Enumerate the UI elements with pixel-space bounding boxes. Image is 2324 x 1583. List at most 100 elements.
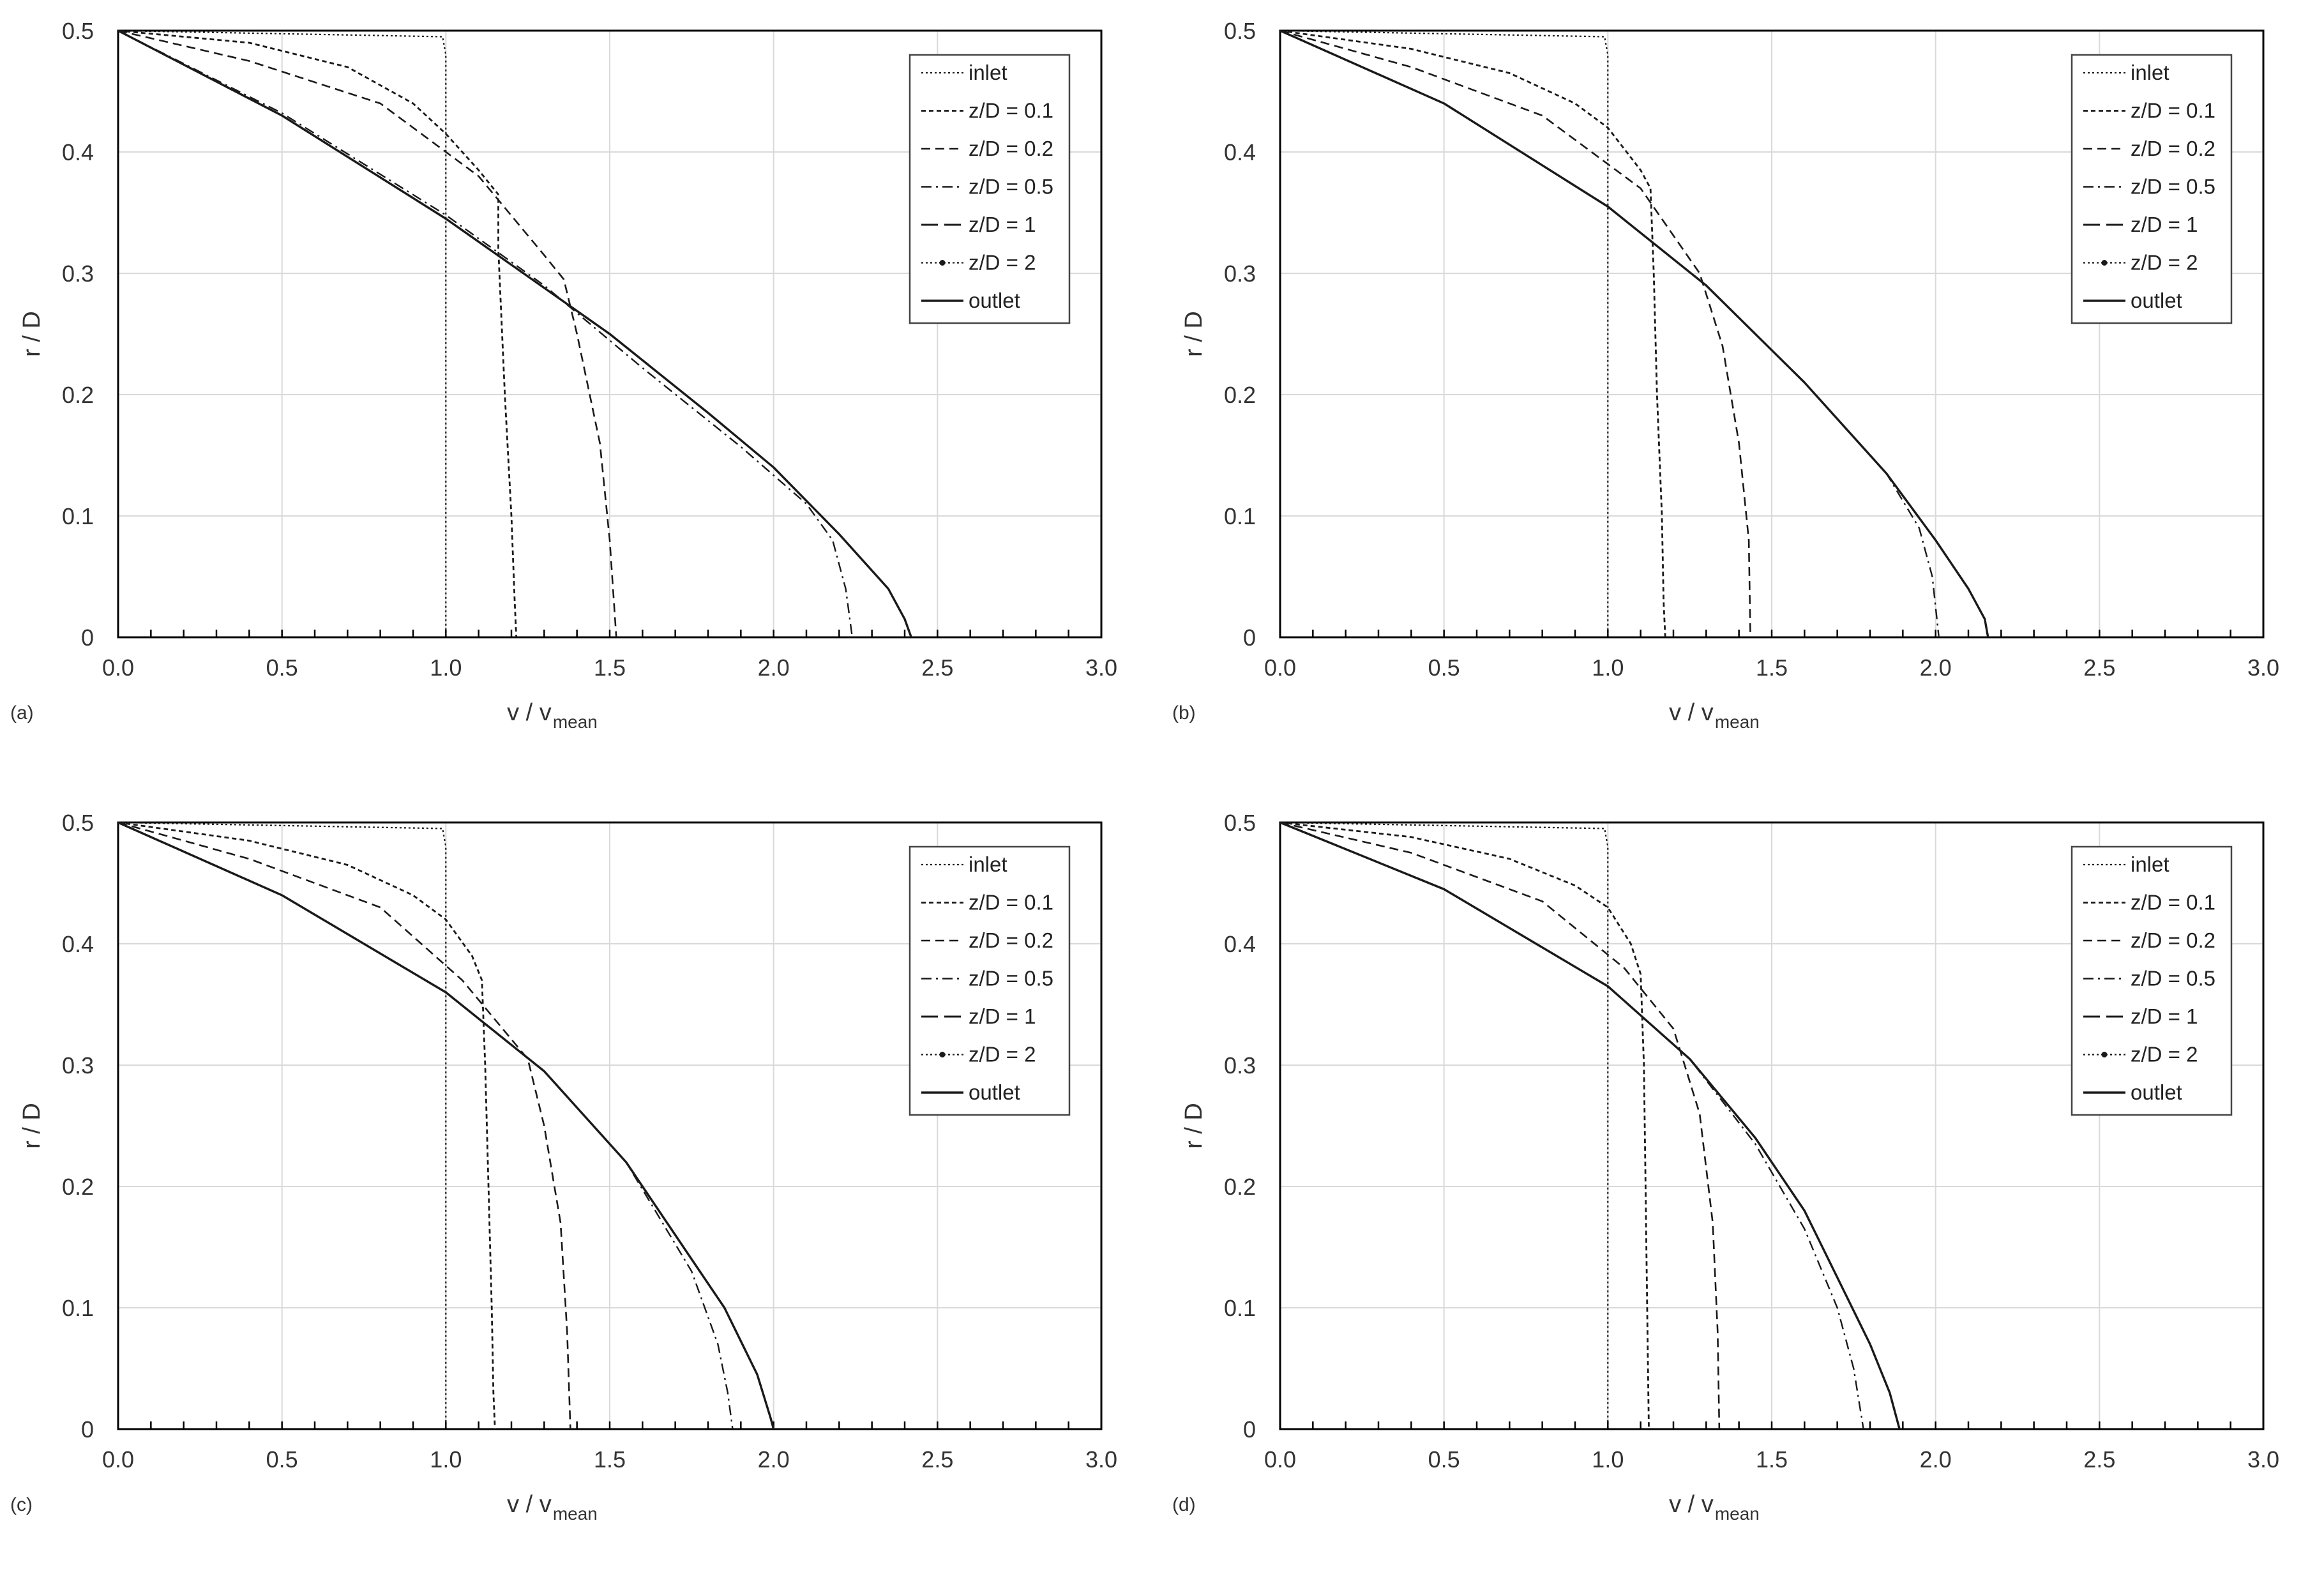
legend-label: z/D = 0.1 [969,99,1053,123]
legend-label: z/D = 0.5 [969,967,1053,990]
legend-label: inlet [969,852,1007,876]
legend-label: z/D = 1 [2131,213,2198,236]
series-line-z-d-0-2 [1280,821,1721,1429]
y-tick-label: 0.2 [1224,382,1256,408]
chart-svg: 0.0 0.5 1.0 1.5 2.0 2.5 3.0 0 0.1 0.2 0.3 0.4 0.5 v /… [19,810,1117,1524]
x-axis-title: v / vmean [507,1491,598,1524]
legend-label: z/D = 0.2 [969,928,1053,952]
x-tick-label: 3.0 [1085,1446,1117,1473]
x-tick-label: 0.0 [1264,655,1296,681]
legend-box [2071,845,2233,1116]
y-tick-label: 0 [81,1416,94,1443]
legend-label: z/D = 2 [2131,251,2198,275]
y-tick-label: 0.5 [62,18,94,44]
y-tick-label: 0.5 [62,810,94,836]
x-tick-label: 2.5 [2083,1446,2115,1473]
series-line-inlet [118,821,447,1429]
x-tick-label: 1.0 [430,1446,462,1473]
legend-label: z/D = 0.1 [2131,891,2215,914]
x-tick-label: 0.0 [1264,1446,1296,1473]
x-tick-label: 1.0 [1592,1446,1624,1473]
y-axis-title: r / D [19,311,45,357]
series-line-outlet [118,821,775,1429]
y-axis-title: r / D [1181,311,1207,357]
x-tick-label: 0.5 [266,655,298,681]
y-tick-label: 0.4 [62,139,94,165]
legend-box [2071,54,2233,324]
x-tick-label: 2.5 [921,655,953,681]
panel-d: 0.0 0.5 1.0 1.5 2.0 2.5 3.0 0 0.1 0.2 0.3 0.4 0.5 v /… [1162,792,2324,1583]
legend-label: z/D = 0.1 [2131,99,2215,123]
legend-label: outlet [969,1080,1020,1104]
series-line-z-d-0-1 [1280,821,1650,1429]
legend-marker [939,1052,946,1057]
legend-label: z/D = 1 [969,1004,1036,1028]
panel-label: (d) [1172,1494,1196,1515]
legend-label: outlet [2131,289,2182,312]
y-tick-label: 0.4 [1224,139,1256,165]
panel-label: (c) [10,1494,33,1515]
legend-label: z/D = 0.5 [2131,967,2215,990]
panel-b: 0.0 0.5 1.0 1.5 2.0 2.5 3.0 0 0.1 0.2 0.3 0.4 0.5 v /… [1162,0,2324,791]
series-line-z-d-0-2 [118,29,617,637]
x-tick-label: 2.5 [921,1446,953,1473]
series-line-z-d-2 [118,30,912,637]
series-line-inlet [1280,29,1609,637]
legend-label: z/D = 2 [969,251,1036,275]
y-tick-label: 0.2 [62,1174,94,1200]
chart-svg: 0.0 0.5 1.0 1.5 2.0 2.5 3.0 0 0.1 0.2 0.3 0.4 0.5 v /… [19,18,1117,732]
series-line-z-d-1 [1280,29,1989,637]
y-tick-label: 0.3 [1224,1052,1256,1079]
panel-label: (a) [10,702,34,723]
series-line-z-d-0-2 [1280,29,1751,637]
x-tick-label: 2.5 [2083,655,2115,681]
legend-label: z/D = 1 [2131,1004,2198,1028]
y-tick-label: 0 [81,625,94,651]
series-line-z-d-2 [1280,821,1901,1429]
y-tick-label: 0.1 [1224,503,1256,529]
legend-label: z/D = 0.5 [969,175,1053,199]
series-line-z-d-0-2 [118,821,571,1429]
x-tick-label: 1.5 [1756,655,1788,681]
series-line-z-d-0-5 [118,29,854,637]
legend-label: outlet [969,289,1020,312]
x-tick-label: 2.0 [758,1446,790,1473]
x-tick-label: 1.0 [1592,655,1624,681]
y-tick-label: 0 [1243,1416,1256,1443]
y-tick-label: 0.3 [62,1052,94,1079]
x-tick-label: 1.0 [430,655,462,681]
series-line-inlet [118,29,447,637]
legend-box [909,845,1071,1116]
x-axis-title: v / vmean [507,699,598,732]
y-tick-label: 0.1 [1224,1295,1256,1321]
series-line-inlet [1280,821,1609,1429]
y-axis-title: r / D [19,1103,45,1149]
series-line-outlet [118,29,912,637]
y-tick-label: 0.2 [62,382,94,408]
legend-label: inlet [2131,852,2169,876]
legend-label: inlet [969,61,1007,84]
legend-marker [939,260,946,266]
x-tick-label: 0.5 [266,1446,298,1473]
legend-marker [2101,260,2108,266]
x-tick-label: 0.5 [1428,655,1460,681]
series-line-z-d-1 [118,29,912,637]
y-tick-label: 0.4 [62,931,94,957]
chart-svg: 0.0 0.5 1.0 1.5 2.0 2.5 3.0 0 0.1 0.2 0.3 0.4 0.5 v /… [1181,18,2279,732]
x-tick-label: 1.5 [594,1446,626,1473]
series-line-z-d-1 [1280,821,1901,1429]
panel-a: 0.0 0.5 1.0 1.5 2.0 2.5 3.0 0 0.1 0.2 0.3 0.4 0.5 v /… [0,0,1162,791]
y-tick-label: 0.5 [1224,810,1256,836]
legend-label: z/D = 2 [2131,1043,2198,1066]
legend-marker [2101,1052,2108,1057]
x-tick-label: 0.5 [1428,1446,1460,1473]
x-axis-title: v / vmean [1669,699,1760,732]
legend-label: z/D = 1 [969,213,1036,236]
y-tick-label: 0.1 [62,503,94,529]
y-tick-label: 0.3 [62,261,94,287]
x-tick-label: 0.0 [102,655,134,681]
legend-label: z/D = 2 [969,1043,1036,1066]
y-tick-label: 0.4 [1224,931,1256,957]
x-tick-label: 3.0 [2247,1446,2279,1473]
y-tick-label: 0.3 [1224,261,1256,287]
